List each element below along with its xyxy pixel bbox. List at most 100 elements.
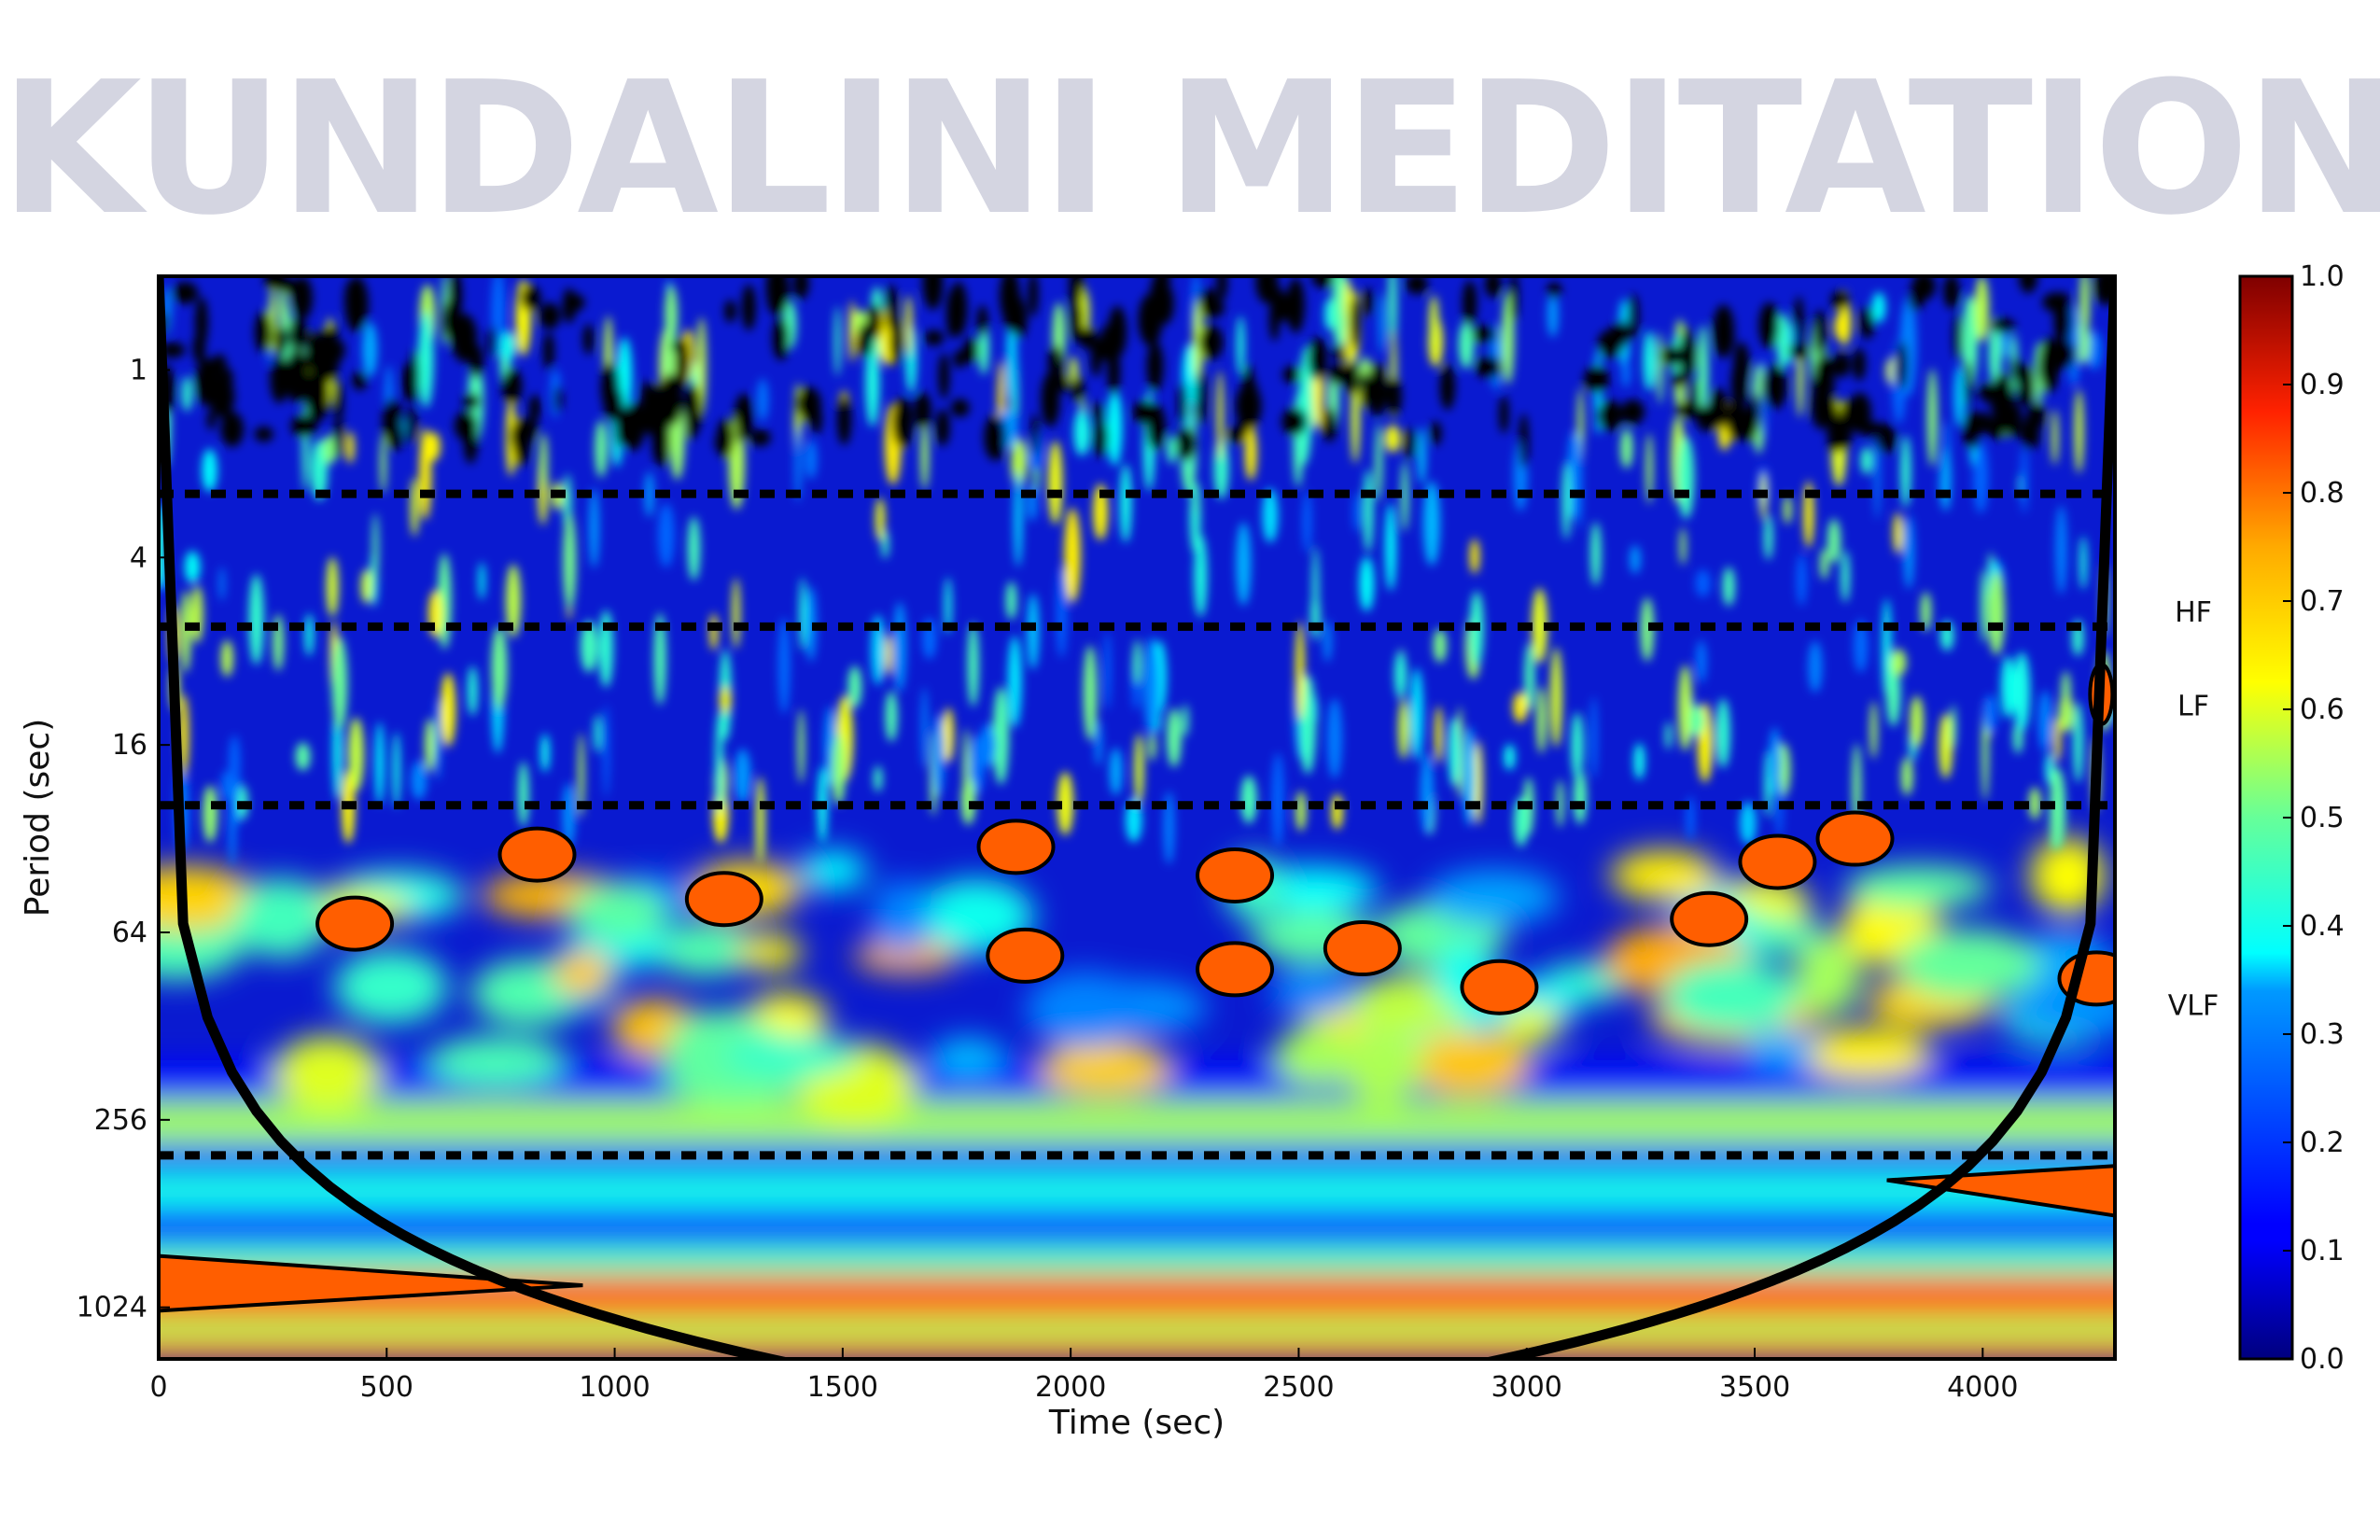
heat-noise-579 — [1990, 318, 2016, 334]
heat-streak-171 — [1620, 428, 1633, 469]
heat-noise-606 — [914, 392, 931, 429]
heat-noise-719 — [1002, 288, 1024, 333]
heat-streak-203 — [362, 322, 378, 377]
heat-streak-94 — [1695, 569, 1711, 597]
y-tick-label-1024: 1024 — [77, 1292, 147, 1324]
heat-noise-571 — [935, 409, 950, 446]
heat-noise-636 — [264, 276, 287, 290]
heat-streak-494 — [644, 471, 654, 518]
heat-noise-618 — [724, 300, 736, 323]
heat-streak-325 — [1095, 720, 1102, 766]
heat-noise-657 — [270, 355, 289, 403]
heat-noise-652 — [1281, 407, 1308, 436]
heat-streak-192 — [1194, 534, 1208, 618]
heat-noise-648 — [1762, 363, 1787, 410]
heat-noise-734 — [1750, 393, 1761, 433]
heat-noise-701 — [1584, 365, 1610, 394]
heat-streak-316 — [1433, 628, 1447, 663]
heat-streak-274 — [1048, 441, 1063, 525]
heat-streak-356 — [326, 556, 339, 617]
heat-streak-419 — [1513, 692, 1528, 723]
heat-streak-272 — [1103, 632, 1112, 710]
heat-streak-361 — [1722, 567, 1735, 607]
heat-streak-367 — [184, 551, 201, 583]
heat-noise-598 — [501, 368, 523, 404]
y-axis-label: Period (sec) — [19, 719, 57, 917]
colorbar-tick-label-7: 0.7 — [2300, 585, 2345, 618]
heat-streak-221 — [345, 431, 355, 464]
heat-streak-453 — [1869, 701, 1878, 760]
heat-noise-703 — [1628, 293, 1639, 339]
heat-noise-549 — [984, 414, 1006, 461]
heat-noise-556 — [1149, 276, 1161, 333]
heat-streak-369 — [1665, 721, 1672, 750]
heat-noise-679 — [1328, 363, 1348, 385]
significance-contours — [159, 662, 2115, 1313]
heat-streak-391 — [1769, 727, 1781, 796]
heat-noise-576 — [953, 350, 967, 369]
heat-noise-723 — [1282, 366, 1301, 384]
heat-band-7 — [159, 1100, 2115, 1144]
heat-streak-213 — [1007, 636, 1022, 728]
heat-streak-406 — [1550, 647, 1562, 748]
heat-blob-47 — [1406, 1031, 1530, 1096]
heat-streak-260 — [799, 577, 806, 651]
heat-noise-729 — [553, 385, 563, 413]
heat-streak-270 — [1449, 717, 1460, 788]
heat-noise-686 — [1430, 421, 1442, 446]
heat-streak-265 — [963, 728, 970, 817]
heat-streak-338 — [220, 639, 233, 678]
heat-streak-120 — [1474, 740, 1483, 825]
heat-streak-87 — [589, 488, 599, 568]
heat-noise-680 — [1985, 415, 2007, 440]
heat-streak-448 — [322, 435, 337, 465]
heat-streak-444 — [1776, 313, 1790, 370]
heat-noise-670 — [976, 304, 988, 337]
heat-streak-89 — [1645, 433, 1653, 505]
heat-streak-437 — [1893, 512, 1903, 554]
heat-streak-485 — [1134, 733, 1144, 805]
heat-noise-717 — [1363, 287, 1374, 317]
heat-streak-80 — [1213, 437, 1229, 499]
heat-streak-324 — [2037, 690, 2052, 752]
heat-streak-294 — [304, 613, 314, 657]
heat-noise-513 — [304, 367, 330, 423]
heat-noise-609 — [684, 384, 702, 437]
heat-noise-594 — [856, 323, 874, 358]
colorbar-tick-label-1: 0.1 — [2300, 1235, 2345, 1267]
heat-noise-548 — [1197, 288, 1218, 309]
heat-blob-74 — [737, 933, 803, 971]
heat-streak-381 — [1808, 640, 1823, 693]
heat-streak-91 — [1715, 698, 1730, 768]
heat-streak-359 — [688, 516, 700, 581]
heat-streak-141 — [732, 578, 740, 650]
heat-noise-668 — [1069, 276, 1084, 309]
y-tick-label-4: 4 — [130, 541, 147, 574]
heat-streak-388 — [1532, 587, 1547, 664]
contour-11 — [1738, 833, 1817, 890]
heat-streak-308 — [1056, 567, 1068, 659]
heat-streak-385 — [805, 586, 817, 662]
heat-noise-505 — [352, 371, 368, 390]
colorbar-tick-label-8: 0.8 — [2300, 477, 2345, 510]
heat-streak-487 — [1295, 621, 1305, 721]
heat-streak-183 — [1988, 317, 2002, 388]
heat-blob-51 — [723, 1033, 859, 1078]
heat-streak-390 — [847, 665, 862, 708]
heat-noise-533 — [749, 428, 771, 447]
heat-noise-578 — [2019, 276, 2037, 294]
contour-3 — [976, 819, 1056, 875]
colorbar-tick-label-3: 0.3 — [2300, 1018, 2345, 1051]
heat-streak-174 — [1422, 481, 1440, 567]
heat-streak-327 — [1576, 435, 1583, 530]
plot-frame — [157, 274, 2117, 1361]
heat-streak-311 — [491, 625, 508, 710]
contour-lowfreq-right — [1886, 1164, 2115, 1218]
heat-noise-672 — [1439, 364, 1455, 411]
heat-noise-612 — [1041, 371, 1060, 427]
x-tick-label-0: 0 — [149, 1371, 167, 1404]
heat-streak-150 — [218, 567, 225, 601]
x-tick-label-500: 500 — [360, 1371, 413, 1404]
heat-streak-468 — [1236, 522, 1252, 606]
